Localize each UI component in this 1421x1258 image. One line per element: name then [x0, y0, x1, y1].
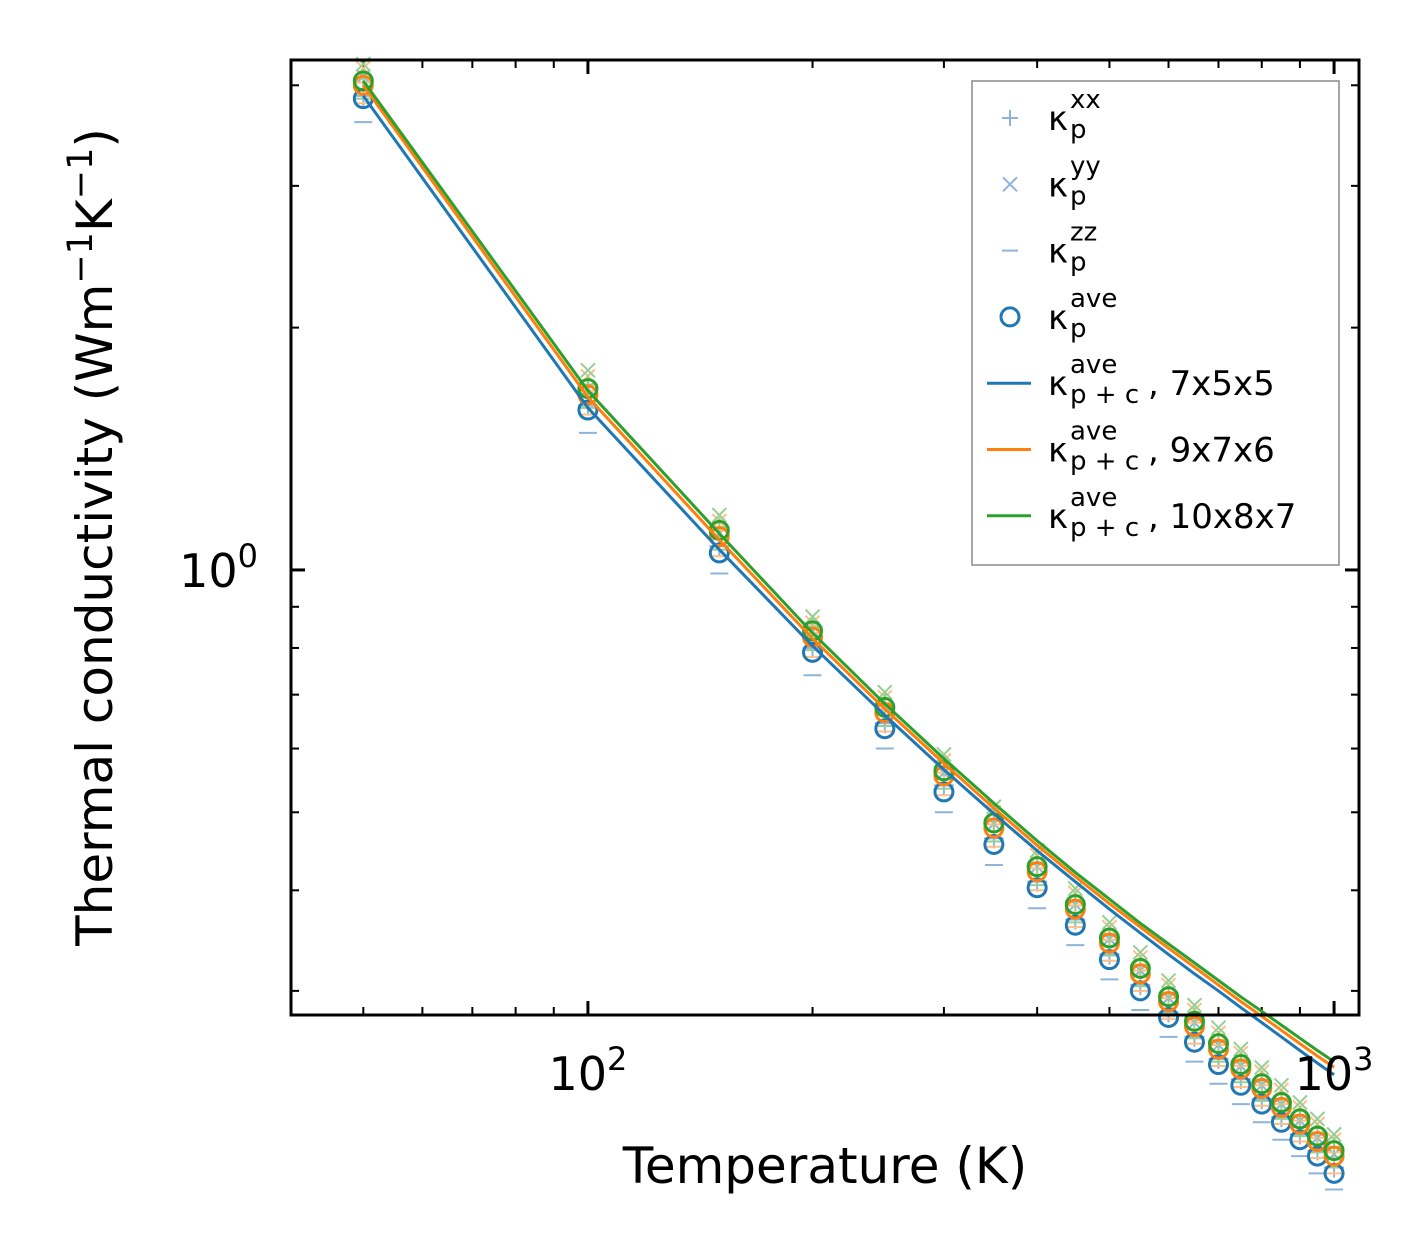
- kave-marker-10x8x7: [352, 70, 374, 92]
- kyy-marker-10x8x7: [1132, 944, 1149, 961]
- kave-marker-10x8x7: [1207, 1033, 1229, 1055]
- legend-label: κpzz: [1048, 218, 1097, 278]
- kyy-marker-10x8x7-b: [877, 684, 893, 700]
- kyy-marker-10x8x7: [711, 507, 728, 523]
- kyy-marker-10x8x7: [580, 362, 596, 379]
- legend-box: [971, 80, 1340, 566]
- legend-label: κp + cave, 10x8x7: [1048, 483, 1296, 543]
- x-tick-label: 102: [548, 1040, 627, 1101]
- kyy-marker-10x8x7-b: [1210, 1020, 1227, 1036]
- kave-marker-7x5x5: [577, 399, 599, 421]
- kave-marker-9x7x6: [1323, 1145, 1345, 1167]
- kave-marker-7x5x5: [933, 781, 955, 803]
- kyy-marker-10x8x7-b: [580, 362, 596, 379]
- kyy-marker-10x8x7: [1101, 914, 1118, 931]
- y-axis-label-exp2: −1: [61, 148, 101, 200]
- kyy-marker-10x8x7: [1233, 1041, 1249, 1057]
- kpc-line-7x5x5: [362, 95, 1335, 1077]
- kave-marker-7x5x5: [708, 542, 730, 564]
- y-axis-label-exp1: −1: [61, 232, 101, 284]
- plot-frame: [289, 58, 1361, 1017]
- kave-marker-7x5x5: [1026, 877, 1048, 899]
- kave-marker-10x8x7: [1230, 1054, 1252, 1076]
- kyy-marker-10x8x7-b: [1186, 997, 1203, 1013]
- legend-label: κp + cave, 9x7x6: [1048, 417, 1275, 477]
- kave-marker-7x5x5: [1251, 1093, 1273, 1115]
- kave-marker-10x8x7: [1306, 1125, 1328, 1147]
- kyy-marker-10x8x7: [1326, 1126, 1342, 1143]
- kave-marker-7x5x5: [1183, 1031, 1205, 1053]
- kave-marker-10x8x7: [1270, 1092, 1292, 1114]
- data-layer: [352, 56, 1345, 1191]
- kyy-marker-10x8x7-b: [711, 507, 728, 523]
- kyy-marker-10x8x7-b: [1160, 972, 1177, 989]
- legend-handle-circle: [999, 306, 1021, 328]
- kyy-marker-10x8x7: [877, 684, 893, 700]
- kave-marker-10x8x7: [1158, 986, 1180, 1008]
- kyy-marker-10x8x7: [1186, 997, 1203, 1013]
- y-axis-label: Thermal conductivity (Wm−1K−1): [61, 128, 124, 947]
- kave-marker-10x8x7: [1026, 856, 1048, 878]
- kyy-marker-10x8x7: [1309, 1111, 1326, 1127]
- tick-labels: 102 103 100: [179, 537, 1373, 1101]
- legend-label: κpyy: [1048, 151, 1101, 211]
- kyy-marker-10x8x7: [1210, 1020, 1227, 1036]
- kyy-marker-10x8x7-b: [1101, 914, 1118, 931]
- kyy-marker-10x8x7-b: [1273, 1077, 1290, 1094]
- x-axis-label: Temperature (K): [622, 1137, 1027, 1195]
- kyy-marker-10x8x7-b: [1132, 944, 1149, 961]
- kave-marker-7x5x5: [874, 718, 896, 740]
- y-tick-label: 100: [179, 537, 258, 598]
- y-axis-label-main: Thermal conductivity (Wm: [66, 284, 124, 947]
- legend-label: κp + cave, 7x5x5: [1048, 350, 1275, 410]
- kyy-marker-10x8x7-b: [1309, 1111, 1326, 1127]
- kave-marker-10x8x7: [1289, 1108, 1311, 1130]
- kave-marker-10x8x7: [1064, 894, 1086, 916]
- y-axis-label-unit: K: [66, 198, 124, 232]
- kpc-line-9x7x6: [362, 84, 1335, 1069]
- kave-marker-7x5x5: [1230, 1074, 1252, 1096]
- kyy-marker-10x8x7: [804, 608, 821, 625]
- kave-marker-7x5x5: [1158, 1007, 1180, 1029]
- kyy-marker-10x8x7: [1160, 972, 1177, 989]
- x-tick-label: 103: [1295, 1040, 1374, 1101]
- kave-marker-10x8x7: [1323, 1140, 1345, 1162]
- legend-label: κpave: [1048, 284, 1117, 344]
- kave-marker-9x7x6: [1129, 963, 1151, 985]
- kyy-marker-10x8x7-b: [1254, 1059, 1270, 1076]
- kyy-marker-10x8x7-b: [1326, 1126, 1342, 1143]
- kyy-marker-10x8x7: [1292, 1094, 1308, 1111]
- kyy-marker-10x8x7: [1273, 1077, 1290, 1094]
- kave-marker-10x8x7: [1183, 1010, 1205, 1032]
- kyy-marker-10x8x7: [1254, 1059, 1270, 1076]
- kave-marker-7x5x5: [802, 641, 824, 663]
- kave-marker-9x7x6: [1207, 1038, 1229, 1060]
- kave-marker-10x8x7: [1098, 927, 1120, 949]
- legend-handle-x-b: [1002, 176, 1018, 193]
- kyy-marker-10x8x7-b: [1233, 1041, 1249, 1057]
- kave-marker-10x8x7: [1129, 957, 1151, 979]
- kave-marker-9x7x6: [708, 526, 730, 548]
- kave-marker-7x5x5: [1064, 914, 1086, 936]
- kpc-line-10x8x7: [362, 80, 1335, 1063]
- kave-marker-7x5x5: [983, 833, 1005, 855]
- y-axis-label-close: ): [66, 128, 124, 148]
- kave-marker-10x8x7: [1251, 1073, 1273, 1095]
- kave-marker-7x5x5: [1207, 1054, 1229, 1076]
- kyy-marker-10x8x7-b: [804, 608, 821, 625]
- legend-label: κpxx: [1048, 85, 1101, 145]
- kyy-marker-10x8x7-b: [1292, 1094, 1308, 1111]
